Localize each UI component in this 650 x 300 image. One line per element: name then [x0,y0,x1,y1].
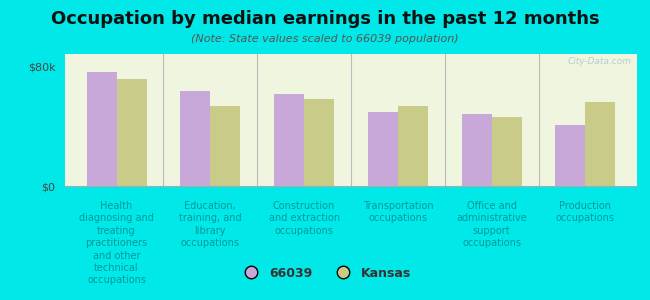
Text: Occupation by median earnings in the past 12 months: Occupation by median earnings in the pas… [51,11,599,28]
Bar [368,112,398,186]
Text: Health
diagnosing and
treating
practitioners
and other
technical
occupations: Health diagnosing and treating practitio… [79,201,154,285]
Text: (Note: State values scaled to 66039 population): (Note: State values scaled to 66039 popu… [191,34,459,44]
Bar [462,114,491,186]
Bar [86,72,116,186]
Bar [491,117,522,186]
Text: City-Data.com: City-Data.com [567,57,631,66]
Text: Transportation
occupations: Transportation occupations [363,201,433,224]
Bar [180,92,211,186]
Bar [211,106,240,186]
Legend: 66039, Kansas: 66039, Kansas [234,262,416,285]
Bar [555,124,586,186]
Bar [398,106,428,186]
Text: Education,
training, and
library
occupations: Education, training, and library occupat… [179,201,242,248]
Text: Office and
administrative
support
occupations: Office and administrative support occupa… [456,201,527,248]
Bar [116,80,147,186]
Text: Construction
and extraction
occupations: Construction and extraction occupations [268,201,340,236]
Bar [586,102,616,186]
Bar [304,99,334,186]
Text: Production
occupations: Production occupations [556,201,615,224]
Bar [274,94,304,186]
